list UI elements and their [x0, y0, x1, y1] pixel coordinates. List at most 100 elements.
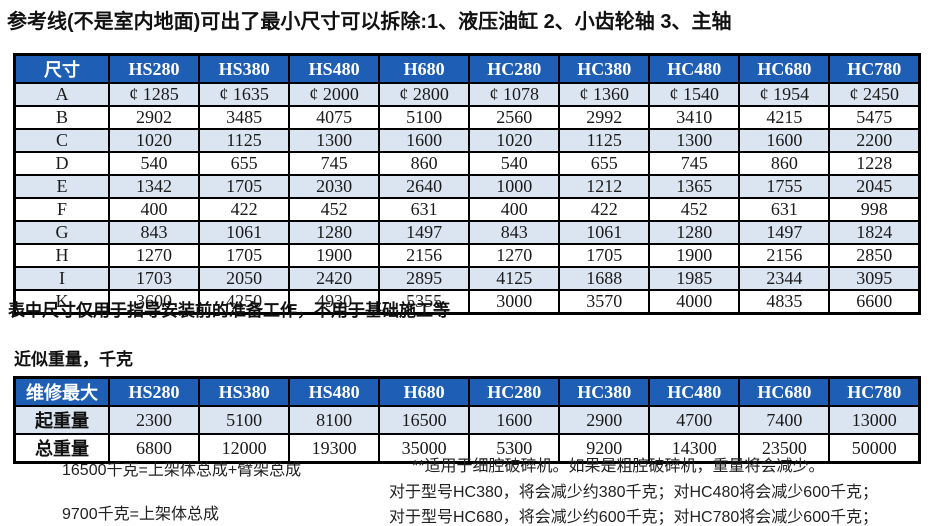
value-cell: 1365 — [648, 174, 741, 199]
value-cell: 1300 — [288, 128, 381, 153]
value-cell: 2300 — [107, 405, 201, 435]
value-cell: 1497 — [738, 220, 831, 245]
value-cell: 3095 — [828, 266, 921, 291]
value-cell: 4215 — [738, 105, 831, 130]
value-cell: 422 — [558, 197, 651, 222]
row-label-cell: K — [13, 289, 110, 315]
value-cell: 16500 — [378, 405, 471, 435]
value-cell: 4930 — [288, 289, 381, 315]
value-cell: 2156 — [378, 243, 471, 268]
value-cell: 1061 — [198, 220, 291, 245]
value-cell: 2900 — [558, 405, 651, 435]
value-cell: 7400 — [738, 405, 831, 435]
corner-header-cell: 维修最大 — [13, 376, 110, 407]
value-cell: 2992 — [558, 105, 651, 130]
value-cell: 1497 — [378, 220, 471, 245]
value-cell: 1600 — [468, 405, 561, 435]
value-cell: ¢ 1635 — [198, 82, 291, 107]
value-cell: 2850 — [828, 243, 921, 268]
header-row: 维修最大 HS280 HS380 HS480 H680 HC280 HC380 HC480 HC… — [13, 376, 921, 407]
value-cell: 1270 — [107, 243, 201, 268]
table-row: I 1703 2050 2420 2895 4125 1688 1985 2344 3095 — [13, 266, 921, 291]
value-cell: 3000 — [468, 289, 561, 315]
value-cell: 1342 — [107, 174, 201, 199]
header-row: 尺寸 HS280 HS380 HS480 H680 HC280 HC380 HC480 HC68… — [13, 53, 921, 84]
value-cell: 1688 — [558, 266, 651, 291]
value-cell: 1212 — [558, 174, 651, 199]
value-cell: 1600 — [738, 128, 831, 153]
value-cell: 13000 — [828, 405, 921, 435]
value-cell: 1600 — [378, 128, 471, 153]
model-header-cell: HS480 — [288, 53, 381, 84]
model-header-cell: HC280 — [468, 376, 561, 407]
row-label-cell: B — [13, 105, 110, 130]
value-cell: 23500 — [738, 433, 831, 464]
value-cell: 4700 — [648, 405, 741, 435]
value-cell: 5300 — [468, 433, 561, 464]
value-cell: 998 — [828, 197, 921, 222]
value-cell: 4125 — [468, 266, 561, 291]
table-row: 起重量 2300 5100 8100 16500 1600 2900 4700 7400 1300… — [13, 405, 921, 435]
value-cell: 1900 — [648, 243, 741, 268]
value-cell: 2640 — [378, 174, 471, 199]
weights-table: 维修最大 HS280 HS380 HS480 H680 HC280 HC380 HC480 HC… — [13, 376, 921, 464]
value-cell: 1703 — [107, 266, 201, 291]
table-note: 表中尺寸仅用于指导安装前的准备工作，不用于基础施工等 — [8, 301, 450, 320]
value-cell: 1300 — [648, 128, 741, 153]
model-header-cell: H680 — [378, 53, 471, 84]
dimensions-table: 尺寸 HS280 HS380 HS480 H680 HC280 HC380 HC480 HC68… — [13, 53, 921, 315]
value-cell: ¢ 2800 — [378, 82, 471, 107]
value-cell: 5475 — [828, 105, 921, 130]
row-label-cell: D — [13, 151, 110, 176]
value-cell: ¢ 1285 — [107, 82, 201, 107]
value-cell: 655 — [198, 151, 291, 176]
model-header-cell: HC480 — [648, 376, 741, 407]
value-cell: 3570 — [558, 289, 651, 315]
table-row: E 1342 1705 2030 2640 1000 1212 1365 1755 2045 — [13, 174, 921, 199]
table-row: B 2902 3485 4075 5100 2560 2992 3410 4215 5475 — [13, 105, 921, 130]
value-cell: 1985 — [648, 266, 741, 291]
model-header-cell: HS280 — [107, 53, 201, 84]
value-cell: ¢ 1540 — [648, 82, 741, 107]
row-label-cell: F — [13, 197, 110, 222]
value-cell: 9200 — [558, 433, 651, 464]
value-cell: 6800 — [107, 433, 201, 464]
value-cell: 2344 — [738, 266, 831, 291]
value-cell: ¢ 2000 — [288, 82, 381, 107]
table-row: K 3600 4250 4930 5355 3000 3570 4000 4835 6600 — [13, 289, 921, 315]
value-cell: 860 — [738, 151, 831, 176]
model-header-cell: HC680 — [738, 376, 831, 407]
row-label-cell: G — [13, 220, 110, 245]
value-cell: 540 — [107, 151, 201, 176]
model-header-cell: HS380 — [198, 53, 291, 84]
model-header-cell: HC480 — [648, 53, 741, 84]
table-row: H 1270 1705 1900 2156 1270 1705 1900 2156 2850 — [13, 243, 921, 268]
model-header-cell: HC780 — [828, 376, 921, 407]
value-cell: 3600 — [107, 289, 201, 315]
value-cell: 540 — [468, 151, 561, 176]
value-cell: 1824 — [828, 220, 921, 245]
row-label-cell: C — [13, 128, 110, 153]
footnote-right-line1: **适用于细腔破碎机。如果是粗腔破碎机，重量将会减少。 — [412, 458, 825, 475]
value-cell: 1270 — [468, 243, 561, 268]
value-cell: 1755 — [738, 174, 831, 199]
row-label-cell: 起重量 — [13, 405, 110, 435]
value-cell: 12000 — [198, 433, 291, 464]
value-cell: 655 — [558, 151, 651, 176]
model-header-cell: HS380 — [198, 376, 291, 407]
value-cell: 422 — [198, 197, 291, 222]
table-row: F 400 422 452 631 400 422 452 631 998 — [13, 197, 921, 222]
model-header-cell: HC380 — [558, 53, 651, 84]
value-cell: ¢ 2450 — [828, 82, 921, 107]
table-row: G 843 1061 1280 1497 843 1061 1280 1497 1824 — [13, 220, 921, 245]
value-cell: 1228 — [828, 151, 921, 176]
value-cell: 3410 — [648, 105, 741, 130]
value-cell: 1280 — [288, 220, 381, 245]
model-header-cell: HS280 — [107, 376, 201, 407]
value-cell: 452 — [288, 197, 381, 222]
weights-heading: 近似重量，千克 — [14, 350, 133, 369]
value-cell: 1705 — [198, 243, 291, 268]
value-cell: 2895 — [378, 266, 471, 291]
value-cell: 2045 — [828, 174, 921, 199]
model-header-cell: HC380 — [558, 376, 651, 407]
